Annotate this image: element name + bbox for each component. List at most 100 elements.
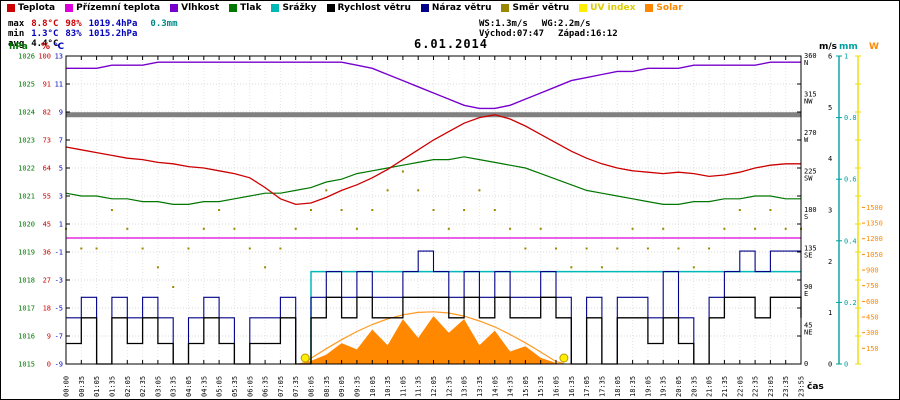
legend-item-wind_gust: Náraz větru <box>420 3 492 13</box>
svg-text:0: 0 <box>804 360 808 368</box>
svg-text:16:05: 16:05 <box>553 376 561 397</box>
legend-label: Teplota <box>18 3 56 13</box>
legend-label: Přízemní teplota <box>76 3 161 13</box>
precipitation-swatch-icon <box>271 4 280 12</box>
legend-item-precipitation: Srážky <box>271 3 317 13</box>
svg-text:10:35: 10:35 <box>384 376 392 397</box>
svg-text:9: 9 <box>47 333 51 341</box>
svg-text:09:05: 09:05 <box>338 376 346 397</box>
svg-text:0: 0 <box>844 361 848 369</box>
svg-text:1350: 1350 <box>866 220 883 228</box>
series-solar-clearsky <box>304 311 565 365</box>
svg-text:1020: 1020 <box>18 221 35 229</box>
svg-text:3: 3 <box>59 193 63 201</box>
series-wind-direction <box>65 170 802 288</box>
stats-min-row: min 1.3°C 83% 1015.2hPa <box>8 29 185 39</box>
sun-marker-icon <box>559 353 569 363</box>
svg-text:18: 18 <box>43 305 51 313</box>
svg-text:1: 1 <box>828 309 832 317</box>
svg-text:90: 90 <box>804 283 812 291</box>
series-solar-area <box>66 316 801 364</box>
svg-text:11:35: 11:35 <box>415 376 423 397</box>
svg-text:21:35: 21:35 <box>721 376 729 397</box>
svg-text:300: 300 <box>866 329 879 337</box>
svg-text:08:35: 08:35 <box>323 376 331 397</box>
svg-text:1023: 1023 <box>18 137 35 145</box>
svg-text:17:05: 17:05 <box>583 376 591 397</box>
svg-text:135: 135 <box>804 245 817 253</box>
edge-ticks <box>65 55 802 365</box>
svg-text:5: 5 <box>59 165 63 173</box>
wind-gust-stat: WG:2.2m/s <box>541 19 591 29</box>
legend-item-wind_direction: Směr větru <box>501 3 569 13</box>
svg-text:14:35: 14:35 <box>507 376 515 397</box>
legend-item-uv_index: UV index <box>579 3 635 13</box>
svg-text:64: 64 <box>43 165 51 173</box>
svg-text:N: N <box>804 59 808 67</box>
series-humidity <box>66 61 801 110</box>
svg-text:1018: 1018 <box>18 277 35 285</box>
svg-text:1200: 1200 <box>866 235 883 243</box>
svg-text:W: W <box>869 42 879 52</box>
svg-text:27: 27 <box>43 277 51 285</box>
svg-text:55: 55 <box>43 193 51 201</box>
svg-text:180: 180 <box>804 206 817 214</box>
svg-text:1500: 1500 <box>866 204 883 212</box>
min-humidity: 83% <box>65 29 82 39</box>
svg-text:1024: 1024 <box>18 109 35 117</box>
svg-text:05:35: 05:35 <box>231 376 239 397</box>
svg-text:-9: -9 <box>55 361 63 369</box>
svg-text:6: 6 <box>828 53 832 61</box>
svg-text:11:05: 11:05 <box>399 376 407 397</box>
svg-text:03:05: 03:05 <box>154 376 162 397</box>
svg-text:900: 900 <box>866 267 879 275</box>
gridlines <box>66 56 801 364</box>
legend-item-ground_temperature: Přízemní teplota <box>65 3 160 13</box>
avg-label: avg <box>8 39 25 49</box>
legend-label: Směr větru <box>512 3 570 13</box>
svg-text:13:35: 13:35 <box>476 376 484 397</box>
legend-label: Náraz větru <box>431 3 492 13</box>
svg-text:01:35: 01:35 <box>108 376 116 397</box>
svg-text:04:35: 04:35 <box>200 376 208 397</box>
stats-panel: max 8.8°C 98% 1019.4hPa 0.3mm min 1.3°C 83% 101… <box>8 19 185 49</box>
svg-text:NE: NE <box>804 329 812 337</box>
svg-text:9: 9 <box>59 109 63 117</box>
svg-text:600: 600 <box>866 298 879 306</box>
chart-title: 6.01.2014 <box>413 37 489 51</box>
svg-text:07:05: 07:05 <box>277 376 285 397</box>
svg-text:04:05: 04:05 <box>185 376 193 397</box>
svg-text:SE: SE <box>804 252 812 260</box>
svg-text:1019: 1019 <box>18 249 35 257</box>
min-label: min <box>8 29 25 39</box>
svg-text:17:35: 17:35 <box>598 376 606 397</box>
svg-text:315: 315 <box>804 91 817 99</box>
legend-label: Rychlost větru <box>337 3 411 13</box>
svg-text:00:00: 00:00 <box>63 376 71 397</box>
stats-max-row: max 8.8°C 98% 1019.4hPa 0.3mm <box>8 19 185 29</box>
svg-text:-5: -5 <box>55 305 63 313</box>
svg-text:02:05: 02:05 <box>124 376 132 397</box>
min-temperature: 1.3°C <box>31 29 59 39</box>
svg-text:0.4: 0.4 <box>844 237 857 245</box>
svg-text:450: 450 <box>866 314 879 322</box>
svg-text:0: 0 <box>828 361 832 369</box>
svg-text:02:35: 02:35 <box>139 376 147 397</box>
svg-text:4: 4 <box>828 155 832 163</box>
svg-text:22:05: 22:05 <box>736 376 744 397</box>
svg-text:08:05: 08:05 <box>308 376 316 397</box>
svg-text:13:05: 13:05 <box>461 376 469 397</box>
svg-text:19:05: 19:05 <box>644 376 652 397</box>
svg-text:91: 91 <box>43 81 51 89</box>
rain-total: 0.3mm <box>150 19 178 29</box>
svg-text:E: E <box>804 290 808 298</box>
legend-item-humidity: Vlhkost <box>170 3 219 13</box>
svg-text:45: 45 <box>43 221 51 229</box>
svg-text:-7: -7 <box>55 333 63 341</box>
svg-text:225: 225 <box>804 168 817 176</box>
svg-text:360: 360 <box>804 52 817 60</box>
avg-temperature: 4.4°C <box>31 39 59 49</box>
svg-text:0.8: 0.8 <box>844 114 857 122</box>
